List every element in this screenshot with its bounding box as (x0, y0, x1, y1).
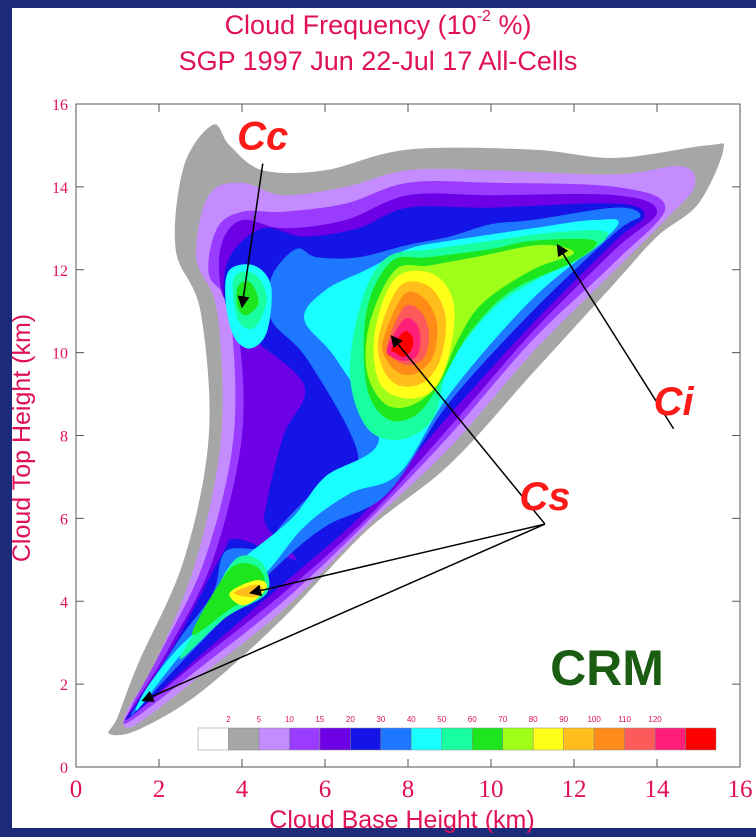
colorbar-level-label: 80 (529, 715, 538, 724)
colorbar-swatch (258, 727, 290, 751)
chart-title-main: Cloud Frequency (10 (224, 10, 477, 40)
colorbar-swatch (471, 727, 503, 751)
colorbar-swatch (532, 727, 564, 751)
y-tick-label: 4 (60, 594, 68, 611)
annotation-arrow (390, 335, 546, 525)
x-tick-label: 0 (70, 776, 83, 803)
colorbar-level-label: 15 (315, 715, 324, 724)
colorbar-level-label: 10 (285, 715, 294, 724)
chart-subtitle: SGP 1997 Jun 22-Jul 17 All-Cells (178, 46, 578, 76)
colorbar-swatch (685, 727, 717, 751)
colorbar-swatch (502, 727, 534, 751)
colorbar-level-label: 70 (498, 715, 507, 724)
x-tick-label: 6 (319, 776, 332, 803)
colorbar-level-label: 40 (407, 715, 416, 724)
colorbar-swatch (654, 727, 686, 751)
x-tick-label: 12 (562, 776, 587, 803)
annotation-label-cs: Cs (519, 475, 570, 519)
y-axis-label: Cloud Top Height (km) (8, 314, 36, 562)
contour-region-band-7 (135, 219, 619, 711)
colorbar-level-label: 50 (437, 715, 446, 724)
colorbar-swatch (441, 727, 473, 751)
colorbar-level-label: 30 (376, 715, 385, 724)
annotations: Cc Ci Cs (141, 115, 695, 702)
chart-title-superscript: -2 (476, 8, 491, 25)
colorbar-swatch (319, 727, 351, 751)
y-tick-label: 2 (60, 677, 68, 694)
colorbar-level-label: 110 (618, 715, 631, 724)
colorbar-swatch (593, 727, 625, 751)
colorbar-level-label: 120 (648, 715, 662, 724)
axes: 0 2 4 6 8 10 12 14 16 0 2 4 6 8 10 12 14 16 (52, 97, 753, 803)
annotation-label-cc: Cc (237, 115, 288, 159)
colorbar-level-label: 5 (257, 715, 262, 724)
y-tick-label: 12 (52, 263, 68, 280)
colorbar-level-label: 100 (587, 715, 601, 724)
annotation-label-ci: Ci (654, 380, 695, 424)
colorbar-level-label: 2 (226, 715, 231, 724)
slide-border-top (0, 0, 756, 8)
x-tick-label: 2 (153, 776, 166, 803)
colorbar-swatch (228, 727, 260, 751)
annotation-arrow (556, 243, 675, 430)
x-tick-label: 4 (236, 776, 249, 803)
colorbar-swatch (380, 727, 412, 751)
chart-title-unit: %) (490, 10, 532, 40)
x-tick-label: 14 (645, 776, 671, 803)
model-label: CRM (550, 640, 664, 696)
x-tick-label: 10 (479, 776, 504, 803)
contour-regions (108, 124, 724, 736)
colorbar-swatch (350, 727, 382, 751)
y-tick-label: 6 (60, 511, 68, 528)
colorbar-swatch (411, 727, 443, 751)
annotation-arrow (237, 163, 264, 309)
slide-border-bottom (0, 828, 756, 837)
x-axis-label: Cloud Base Height (km) (269, 806, 534, 834)
chart-title: Cloud Frequency (10-2 %) (0, 8, 756, 41)
y-tick-label: 10 (52, 346, 68, 363)
colorbar-level-label: 60 (468, 715, 477, 724)
colorbar-swatch (624, 727, 656, 751)
colorbar: 2 5 10 15 20 30 40 50 60 70 80 90 100 110 120 (197, 715, 717, 751)
colorbar-swatch (289, 727, 321, 751)
y-tick-label: 14 (52, 180, 68, 197)
y-tick-label: 8 (60, 429, 68, 446)
y-tick-label: 16 (52, 97, 68, 114)
colorbar-level-label: 20 (346, 715, 355, 724)
x-tick-label: 8 (402, 776, 415, 803)
contour-region-band-9 (192, 563, 265, 636)
slide-border-left (0, 0, 12, 837)
colorbar-level-label: 90 (559, 715, 568, 724)
annotation-arrow (141, 523, 546, 702)
y-tick-label: 0 (60, 760, 68, 777)
colorbar-swatch (563, 727, 595, 751)
colorbar-swatch (197, 727, 229, 751)
annotation-arrow (249, 523, 546, 597)
x-tick-label: 16 (728, 776, 753, 803)
